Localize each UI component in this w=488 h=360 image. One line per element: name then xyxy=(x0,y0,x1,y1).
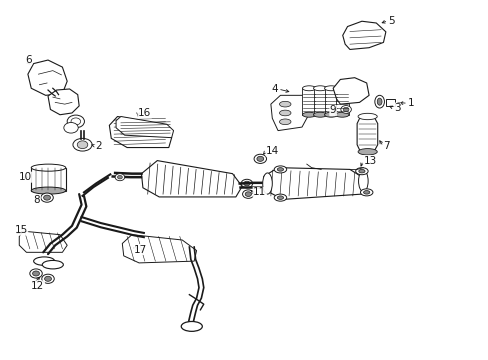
Polygon shape xyxy=(263,168,366,199)
Text: 5: 5 xyxy=(387,15,394,26)
Polygon shape xyxy=(28,60,67,95)
Ellipse shape xyxy=(357,113,376,120)
Ellipse shape xyxy=(64,122,78,133)
Polygon shape xyxy=(116,117,173,138)
Ellipse shape xyxy=(30,269,42,278)
Text: 15: 15 xyxy=(15,225,28,235)
Bar xyxy=(385,99,395,106)
Text: 13: 13 xyxy=(363,156,376,166)
Ellipse shape xyxy=(357,149,376,155)
Ellipse shape xyxy=(67,115,84,128)
Polygon shape xyxy=(48,89,79,115)
Ellipse shape xyxy=(44,276,51,281)
Ellipse shape xyxy=(335,112,348,117)
Ellipse shape xyxy=(77,141,88,149)
Ellipse shape xyxy=(241,179,252,188)
Ellipse shape xyxy=(302,112,315,117)
Ellipse shape xyxy=(274,166,286,173)
Ellipse shape xyxy=(324,86,337,91)
Ellipse shape xyxy=(242,190,254,198)
Ellipse shape xyxy=(243,181,249,186)
Text: 6: 6 xyxy=(25,55,32,65)
Ellipse shape xyxy=(376,98,381,105)
Text: 11: 11 xyxy=(253,187,266,197)
Ellipse shape xyxy=(31,187,65,194)
Ellipse shape xyxy=(324,112,337,117)
Ellipse shape xyxy=(358,170,364,173)
Text: 10: 10 xyxy=(19,172,32,182)
Ellipse shape xyxy=(42,260,63,269)
Text: 14: 14 xyxy=(265,146,279,156)
Text: 1: 1 xyxy=(407,98,413,108)
Ellipse shape xyxy=(31,164,65,171)
Ellipse shape xyxy=(117,175,122,179)
Polygon shape xyxy=(122,235,196,263)
Polygon shape xyxy=(141,161,242,197)
Ellipse shape xyxy=(33,271,40,276)
Polygon shape xyxy=(356,117,377,152)
Text: 3: 3 xyxy=(393,103,400,113)
Ellipse shape xyxy=(335,86,348,91)
Ellipse shape xyxy=(274,194,286,201)
Ellipse shape xyxy=(244,192,251,197)
Text: 7: 7 xyxy=(383,141,389,152)
Ellipse shape xyxy=(363,190,369,194)
Polygon shape xyxy=(313,88,326,115)
Ellipse shape xyxy=(181,321,202,331)
Ellipse shape xyxy=(374,95,384,108)
Ellipse shape xyxy=(41,274,54,283)
Ellipse shape xyxy=(262,173,272,194)
Ellipse shape xyxy=(355,168,367,175)
Polygon shape xyxy=(324,88,337,115)
Text: 8: 8 xyxy=(34,195,40,205)
Ellipse shape xyxy=(313,112,326,117)
Polygon shape xyxy=(342,21,385,49)
Text: 4: 4 xyxy=(271,84,278,94)
Ellipse shape xyxy=(279,119,290,125)
Ellipse shape xyxy=(115,174,124,181)
Polygon shape xyxy=(270,95,311,131)
Ellipse shape xyxy=(277,196,283,199)
Ellipse shape xyxy=(279,110,290,116)
Ellipse shape xyxy=(360,189,372,196)
Text: 2: 2 xyxy=(95,141,102,151)
Ellipse shape xyxy=(254,154,266,163)
Text: 17: 17 xyxy=(134,244,147,255)
Ellipse shape xyxy=(43,195,50,200)
Text: 9: 9 xyxy=(329,105,336,116)
Ellipse shape xyxy=(302,86,315,91)
Polygon shape xyxy=(335,88,348,115)
Ellipse shape xyxy=(358,171,367,192)
Bar xyxy=(31,168,65,190)
Ellipse shape xyxy=(71,118,81,125)
Polygon shape xyxy=(332,78,368,104)
Polygon shape xyxy=(19,231,67,252)
Ellipse shape xyxy=(279,101,290,107)
Ellipse shape xyxy=(277,168,283,171)
Ellipse shape xyxy=(343,107,348,112)
Text: 12: 12 xyxy=(31,281,44,291)
Text: 16: 16 xyxy=(138,108,151,118)
Ellipse shape xyxy=(41,193,53,202)
Ellipse shape xyxy=(34,257,55,265)
Ellipse shape xyxy=(73,138,92,151)
Polygon shape xyxy=(109,117,171,148)
Ellipse shape xyxy=(340,105,351,113)
Ellipse shape xyxy=(256,156,263,161)
Polygon shape xyxy=(302,88,315,115)
Ellipse shape xyxy=(313,86,326,91)
